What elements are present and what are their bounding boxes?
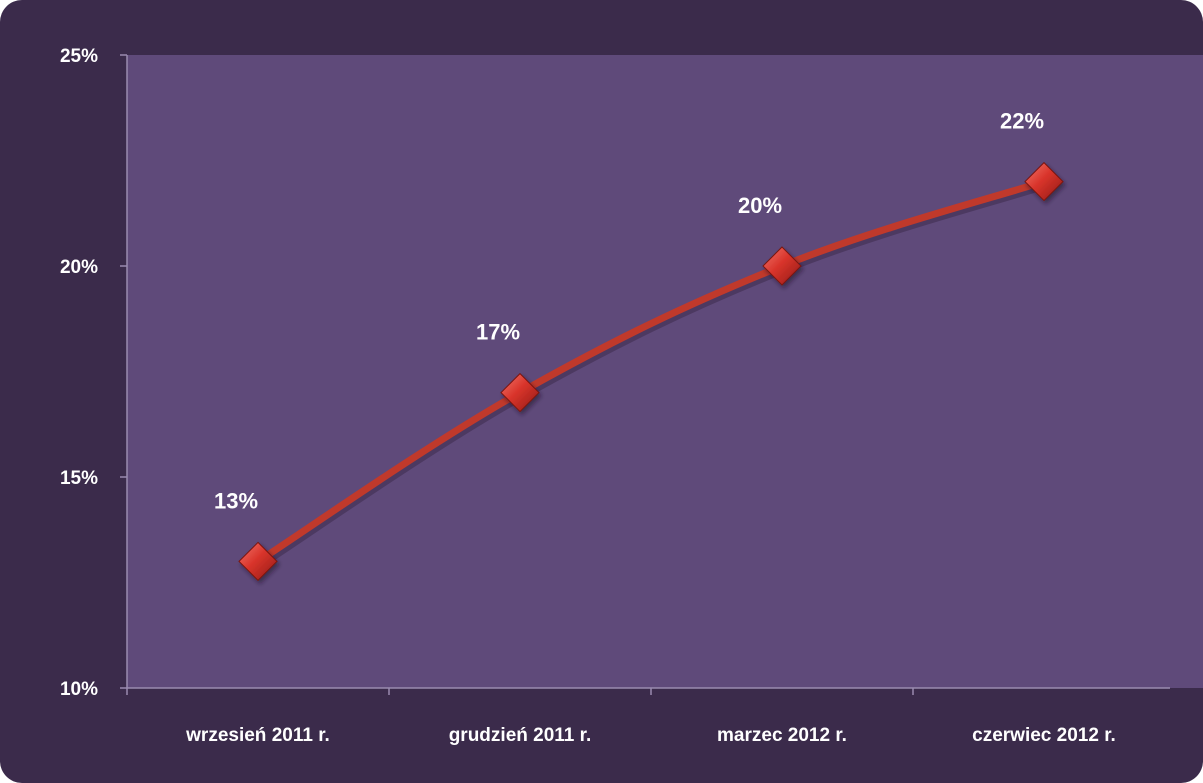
x-tick-label: marzec 2012 r. [717, 725, 847, 746]
data-point-marker [1024, 161, 1064, 202]
y-tick-label: 15% [60, 468, 98, 489]
y-tick-label: 10% [60, 679, 98, 700]
y-tick-label: 20% [60, 257, 98, 278]
data-point-marker [500, 372, 540, 413]
series-layer [238, 161, 1064, 582]
data-point-marker [238, 541, 278, 582]
axes-layer: 10% 15% 20% 25% wrzesień 2011 r. grudzień 201… [60, 46, 1170, 746]
plot-area [127, 55, 1203, 688]
data-point-marker [762, 246, 802, 286]
y-tick-label: 25% [60, 46, 98, 67]
series-line [254, 178, 1048, 565]
labels-layer: 13% 17% 20% 22% [214, 109, 1044, 514]
x-tick-label: czerwiec 2012 r. [972, 725, 1116, 746]
data-label: 13% [214, 488, 258, 513]
data-label: 20% [738, 193, 782, 218]
x-tick-label: wrzesień 2011 r. [185, 725, 330, 746]
data-label: 17% [476, 320, 520, 345]
x-tick-label: grudzień 2011 r. [449, 725, 592, 746]
data-label: 22% [1000, 109, 1044, 134]
